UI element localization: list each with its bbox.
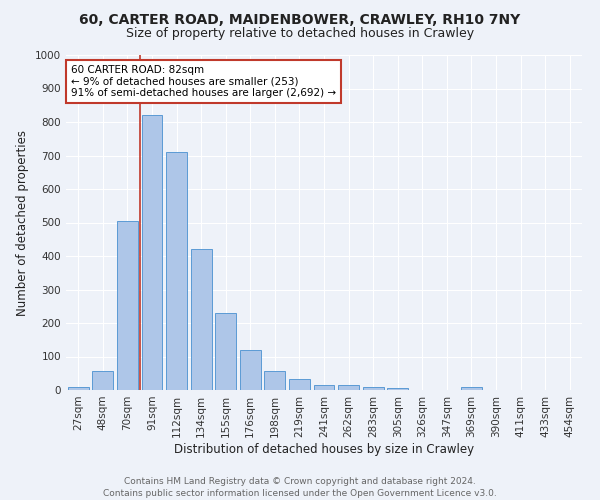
Bar <box>338 386 359 390</box>
X-axis label: Distribution of detached houses by size in Crawley: Distribution of detached houses by size … <box>174 442 474 456</box>
Bar <box>265 371 286 390</box>
Bar <box>215 313 236 390</box>
Y-axis label: Number of detached properties: Number of detached properties <box>16 130 29 316</box>
Text: Size of property relative to detached houses in Crawley: Size of property relative to detached ho… <box>126 28 474 40</box>
Bar <box>461 388 482 390</box>
Bar <box>166 152 187 390</box>
Bar <box>289 380 310 390</box>
Bar <box>362 386 383 390</box>
Bar <box>191 250 212 390</box>
Bar <box>314 385 334 390</box>
Text: 60, CARTER ROAD, MAIDENBOWER, CRAWLEY, RH10 7NY: 60, CARTER ROAD, MAIDENBOWER, CRAWLEY, R… <box>79 12 521 26</box>
Bar <box>92 370 113 390</box>
Text: Contains HM Land Registry data © Crown copyright and database right 2024.
Contai: Contains HM Land Registry data © Crown c… <box>103 476 497 498</box>
Bar <box>387 388 408 390</box>
Bar <box>68 388 89 390</box>
Bar <box>142 116 163 390</box>
Bar <box>240 350 261 390</box>
Bar <box>117 222 138 390</box>
Text: 60 CARTER ROAD: 82sqm
← 9% of detached houses are smaller (253)
91% of semi-deta: 60 CARTER ROAD: 82sqm ← 9% of detached h… <box>71 65 336 98</box>
